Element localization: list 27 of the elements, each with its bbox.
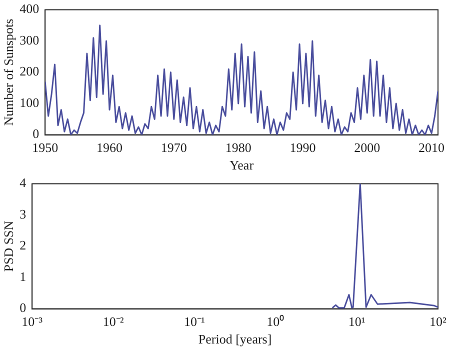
y-axis-title: PSD SSN	[1, 220, 16, 272]
x-tick-label: 1970	[160, 140, 187, 156]
y-tick-label: 100	[20, 94, 40, 110]
y-tick-label: 2	[20, 238, 26, 253]
y-tick-label: 400	[20, 1, 40, 16]
x-tick-label: 2010	[418, 140, 445, 156]
x-axis-title: Period [years]	[198, 332, 272, 347]
y-tick-label: 1	[20, 268, 26, 284]
x-tick-label: 10²	[430, 314, 447, 330]
x-tick-label: 10¹	[348, 314, 366, 330]
x-tick-label: 10⁻³	[22, 314, 43, 330]
y-tick-label: 300	[20, 32, 40, 48]
x-tick-label: 2000	[354, 140, 380, 156]
x-tick-label: 1960	[96, 140, 123, 156]
y-tick-label: 0	[32, 126, 40, 142]
y-tick-label: 200	[20, 64, 40, 79]
x-axis-title: Year	[230, 158, 254, 173]
y-axis-title: Number of Sunspots	[1, 18, 16, 126]
x-tick-label: 10⁰	[266, 314, 285, 330]
x-tick-label: 10⁻¹	[184, 314, 206, 330]
x-tick-label: 1980	[225, 140, 252, 156]
y-tick-label: 3	[20, 206, 26, 222]
x-tick-label: 10⁻²	[102, 314, 124, 330]
x-tick-label: 1990	[290, 140, 316, 156]
y-tick-label: 0	[20, 300, 26, 316]
y-tick-label: 4	[20, 175, 27, 190]
x-tick-label: 1950	[32, 140, 58, 156]
